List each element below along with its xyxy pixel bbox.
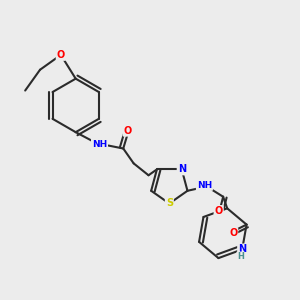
Text: O: O (124, 126, 132, 136)
Text: S: S (166, 199, 173, 208)
Text: O: O (214, 206, 223, 216)
Text: N: N (178, 164, 186, 174)
Text: H: H (237, 252, 244, 261)
Text: N: N (238, 244, 246, 254)
Text: NH: NH (92, 140, 107, 148)
Text: O: O (57, 50, 65, 60)
Text: NH: NH (197, 181, 212, 190)
Text: O: O (229, 229, 237, 238)
